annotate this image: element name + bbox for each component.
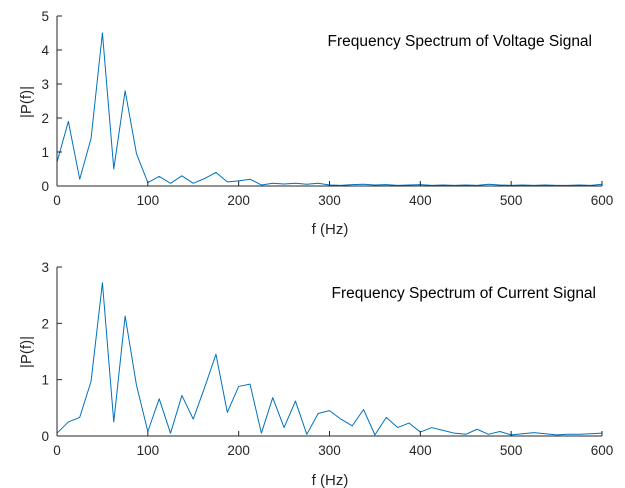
current-x-axis-label: f (Hz): [312, 472, 349, 488]
voltage-y-tick-label: 2: [41, 111, 49, 126]
current-y-tick-label: 0: [41, 429, 49, 444]
voltage-y-tick-label: 3: [41, 77, 49, 92]
current-spectrum-plot: Frequency Spectrum of Current Signal f (…: [18, 260, 613, 488]
current-x-tick-label: 0: [53, 443, 61, 458]
voltage-x-tick-label: 300: [318, 193, 341, 208]
current-x-tick-label: 600: [591, 443, 614, 458]
current-y-tick-label: 1: [41, 373, 49, 388]
current-series-line: [56, 282, 603, 436]
voltage-x-tick-label: 400: [409, 193, 432, 208]
current-spectrum-title: Frequency Spectrum of Current Signal: [332, 285, 596, 302]
current-x-tick-label: 200: [227, 443, 250, 458]
voltage-x-tick-label: 0: [53, 193, 61, 208]
voltage-y-tick-label: 0: [41, 179, 49, 194]
current-y-tick-label: 3: [41, 260, 49, 275]
voltage-spectrum-plot: Frequency Spectrum of Voltage Signal f (…: [18, 9, 613, 238]
current-x-tick-label: 100: [137, 443, 160, 458]
voltage-x-tick-label: 600: [591, 193, 614, 208]
voltage-y-tick-label: 4: [41, 43, 49, 58]
voltage-y-tick-label: 1: [41, 145, 49, 160]
voltage-x-tick-label: 200: [227, 193, 250, 208]
voltage-y-axis-label: |P(f)|: [18, 86, 35, 118]
current-x-tick-label: 400: [409, 443, 432, 458]
voltage-x-tick-label: 100: [137, 193, 160, 208]
current-x-tick-label: 500: [500, 443, 523, 458]
voltage-y-tick-label: 5: [41, 9, 49, 24]
current-y-axis-label: |P(f)|: [18, 336, 35, 368]
voltage-spectrum-title: Frequency Spectrum of Voltage Signal: [327, 33, 592, 50]
voltage-x-axis-label: f (Hz): [312, 221, 349, 238]
voltage-x-tick-label: 500: [500, 193, 523, 208]
current-y-tick-label: 2: [41, 316, 49, 331]
current-x-tick-label: 300: [318, 443, 341, 458]
voltage-series-line: [56, 32, 603, 186]
